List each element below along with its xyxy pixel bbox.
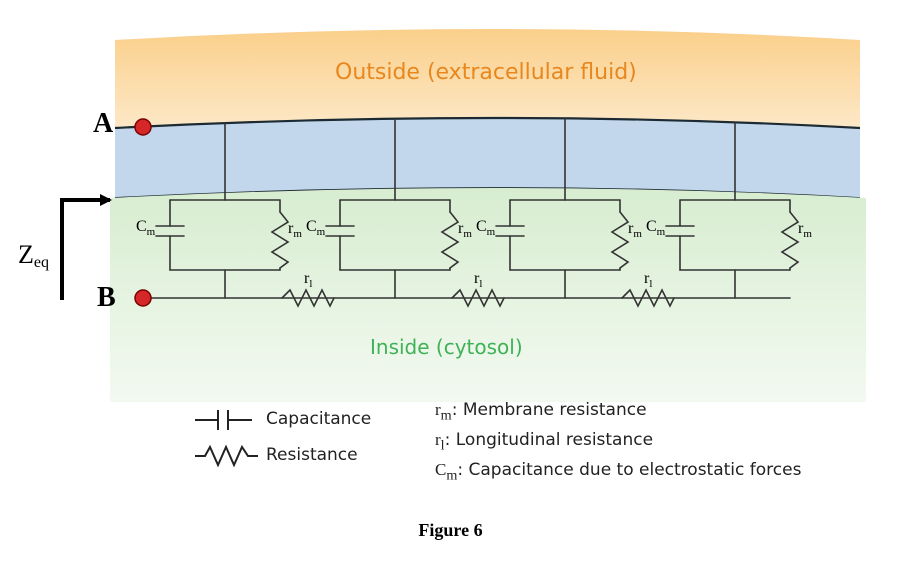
component-label: Cm	[646, 218, 665, 238]
zeq-main: Z	[18, 240, 34, 269]
component-label: rl	[644, 270, 652, 290]
figure-stage: Outside (extracellular fluid) Inside (cy…	[0, 0, 901, 563]
legend-resistance-text: Resistance	[266, 445, 358, 465]
legend-def-0: rm: Membrane resistance	[435, 400, 647, 424]
outside-label: Outside (extracellular fluid)	[335, 60, 637, 85]
point-b-label: B	[97, 282, 116, 314]
zeq-sub: eq	[34, 254, 49, 271]
component-label: rm	[798, 220, 812, 240]
legend-capacitance-symbol	[195, 410, 252, 430]
component-label: Cm	[136, 218, 155, 238]
legend-resistance-symbol	[195, 447, 258, 465]
component-label: rl	[304, 270, 312, 290]
component-label: Cm	[306, 218, 325, 238]
legend-def-1: rl: Longitudinal resistance	[435, 430, 653, 454]
point-a-marker	[135, 119, 151, 135]
zeq-label: Zeq	[18, 240, 49, 272]
point-a-label: A	[93, 108, 113, 140]
component-label: rm	[458, 220, 472, 240]
region-membrane	[115, 118, 860, 198]
legend-capacitance-text: Capacitance	[266, 409, 371, 429]
component-label: rm	[628, 220, 642, 240]
component-label: rl	[474, 270, 482, 290]
component-label: rm	[288, 220, 302, 240]
figure-caption: Figure 6	[0, 520, 901, 541]
legend-def-2: Cm: Capacitance due to electrostatic for…	[435, 460, 801, 484]
inside-label: Inside (cytosol)	[370, 335, 523, 359]
component-label: Cm	[476, 218, 495, 238]
point-b-marker	[135, 290, 151, 306]
